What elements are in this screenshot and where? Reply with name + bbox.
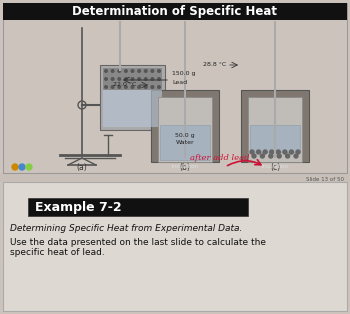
Circle shape	[138, 86, 140, 88]
Circle shape	[131, 70, 134, 72]
Text: Determination of Specific Heat: Determination of Specific Heat	[72, 5, 278, 18]
Text: Water: Water	[176, 140, 194, 145]
Text: (b): (b)	[180, 163, 190, 172]
Bar	[3, 182, 347, 311]
Text: Lead: Lead	[172, 80, 187, 85]
Text: Slide 13 of 50: Slide 13 of 50	[306, 177, 344, 182]
Bar	[103, 68, 162, 127]
Circle shape	[111, 78, 114, 80]
Text: 150.0 g: 150.0 g	[172, 71, 196, 76]
Text: (a): (a)	[77, 163, 88, 172]
Circle shape	[151, 86, 154, 88]
Circle shape	[145, 78, 147, 80]
Circle shape	[158, 78, 160, 80]
Circle shape	[118, 86, 120, 88]
Bar	[3, 3, 347, 173]
Text: 50.0 g: 50.0 g	[175, 133, 195, 138]
Circle shape	[296, 150, 300, 154]
Bar	[160, 125, 210, 160]
Text: Determining Specific Heat from Experimental Data.: Determining Specific Heat from Experimen…	[10, 224, 242, 233]
Text: after add lead: after add lead	[190, 154, 250, 162]
Circle shape	[252, 154, 256, 158]
Circle shape	[277, 154, 281, 158]
Circle shape	[269, 154, 273, 158]
Bar	[158, 97, 212, 162]
Circle shape	[289, 150, 293, 154]
Circle shape	[131, 78, 134, 80]
Circle shape	[283, 150, 287, 154]
Text: specific heat of lead.: specific heat of lead.	[10, 248, 105, 257]
Bar	[103, 68, 162, 90]
Circle shape	[286, 154, 289, 158]
Circle shape	[26, 164, 32, 170]
Circle shape	[294, 154, 298, 158]
Text: Insulation: Insulation	[172, 164, 198, 169]
Circle shape	[151, 70, 154, 72]
Circle shape	[138, 70, 140, 72]
Circle shape	[125, 78, 127, 80]
Bar	[151, 90, 219, 162]
Circle shape	[145, 70, 147, 72]
Bar	[100, 65, 165, 130]
Circle shape	[263, 150, 267, 154]
Circle shape	[131, 86, 134, 88]
Text: Use the data presented on the last slide to calculate the: Use the data presented on the last slide…	[10, 238, 266, 247]
Circle shape	[12, 164, 18, 170]
Circle shape	[138, 78, 140, 80]
Circle shape	[158, 70, 160, 72]
Circle shape	[125, 86, 127, 88]
Bar	[241, 90, 309, 162]
Bar	[28, 198, 248, 216]
Circle shape	[260, 154, 264, 158]
Text: 28.8 °C: 28.8 °C	[203, 62, 226, 68]
Circle shape	[158, 86, 160, 88]
Circle shape	[276, 150, 280, 154]
Circle shape	[111, 86, 114, 88]
Circle shape	[257, 150, 260, 154]
Text: (c): (c)	[270, 163, 280, 172]
Circle shape	[151, 78, 154, 80]
Circle shape	[118, 78, 120, 80]
Circle shape	[145, 86, 147, 88]
Circle shape	[125, 70, 127, 72]
Text: Insulation: Insulation	[261, 164, 288, 169]
Bar	[0, 173, 350, 182]
Circle shape	[111, 70, 114, 72]
Bar	[250, 125, 300, 152]
Circle shape	[250, 150, 254, 154]
Text: Example 7-2: Example 7-2	[35, 201, 122, 214]
Circle shape	[19, 164, 25, 170]
Text: 22.0 °C: 22.0 °C	[113, 83, 136, 88]
Bar	[248, 97, 302, 162]
Circle shape	[105, 70, 107, 72]
Circle shape	[105, 86, 107, 88]
Circle shape	[270, 150, 274, 154]
Bar	[3, 3, 347, 20]
Circle shape	[105, 78, 107, 80]
Circle shape	[118, 70, 120, 72]
